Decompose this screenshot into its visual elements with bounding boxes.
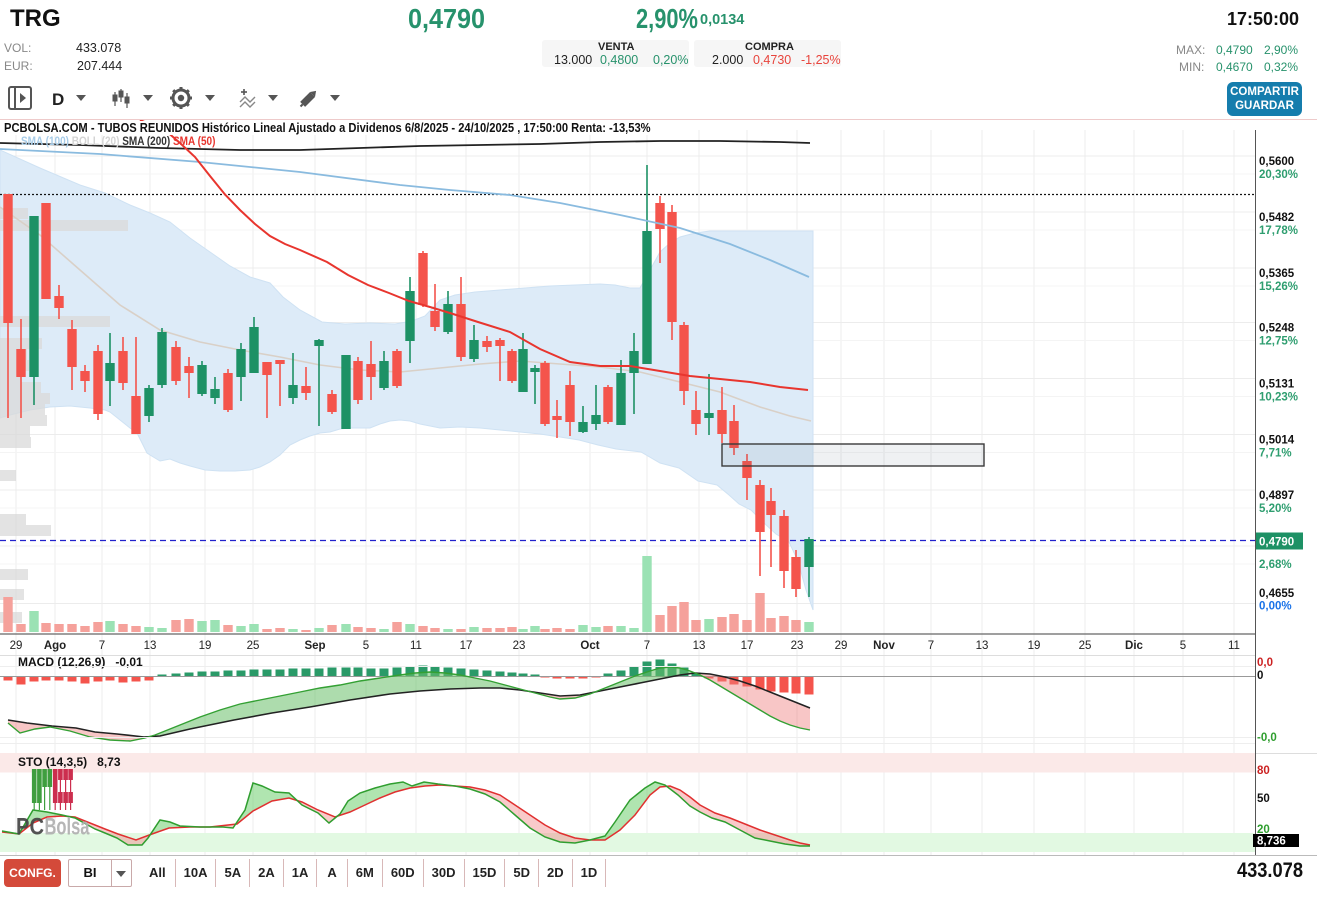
svg-text:11: 11 bbox=[1228, 640, 1240, 652]
svg-text:50: 50 bbox=[1257, 793, 1270, 805]
svg-text:Sep: Sep bbox=[304, 640, 325, 652]
svg-text:5: 5 bbox=[363, 640, 369, 652]
svg-text:MACD (12,26,9) -0,01: MACD (12,26,9) -0,01 bbox=[18, 655, 143, 669]
svg-text:0,5014: 0,5014 bbox=[1259, 434, 1295, 446]
svg-text:D: D bbox=[52, 90, 64, 109]
svg-text:20: 20 bbox=[1257, 824, 1270, 836]
svg-text:29: 29 bbox=[835, 640, 848, 652]
svg-text:20,30%: 20,30% bbox=[1259, 169, 1298, 181]
svg-text:Ago: Ago bbox=[44, 640, 66, 652]
svg-text:25: 25 bbox=[1079, 640, 1092, 652]
svg-text:0,5365: 0,5365 bbox=[1259, 268, 1295, 280]
svg-text:8,736: 8,736 bbox=[1257, 836, 1286, 848]
svg-text:5: 5 bbox=[1180, 640, 1186, 652]
svg-text:0,4897: 0,4897 bbox=[1259, 490, 1294, 502]
svg-text:25: 25 bbox=[247, 640, 260, 652]
svg-text:12,75%: 12,75% bbox=[1259, 336, 1298, 348]
svg-text:17,78%: 17,78% bbox=[1259, 225, 1298, 237]
svg-text:19: 19 bbox=[199, 640, 212, 652]
svg-text:PC: PC bbox=[16, 814, 44, 841]
svg-text:0,0: 0,0 bbox=[1257, 657, 1273, 669]
svg-text:0,5600: 0,5600 bbox=[1259, 156, 1294, 168]
svg-text:13: 13 bbox=[693, 640, 706, 652]
svg-text:23: 23 bbox=[791, 640, 804, 652]
svg-text:19: 19 bbox=[1028, 640, 1041, 652]
svg-text:0,5248: 0,5248 bbox=[1259, 322, 1295, 334]
svg-text:2,68%: 2,68% bbox=[1259, 559, 1292, 571]
svg-text:7,71%: 7,71% bbox=[1259, 448, 1292, 460]
svg-text:23: 23 bbox=[513, 640, 526, 652]
svg-text:0,5482: 0,5482 bbox=[1259, 212, 1294, 224]
svg-text:17: 17 bbox=[460, 640, 473, 652]
svg-text:0,00%: 0,00% bbox=[1259, 601, 1292, 613]
svg-text:13: 13 bbox=[976, 640, 989, 652]
svg-text:17: 17 bbox=[741, 640, 754, 652]
svg-text:5,20%: 5,20% bbox=[1259, 503, 1292, 515]
svg-text:0,4655: 0,4655 bbox=[1259, 588, 1295, 600]
svg-text:29: 29 bbox=[10, 640, 23, 652]
svg-text:Oct: Oct bbox=[580, 640, 599, 652]
svg-text:STO (14,3,5) 8,73: STO (14,3,5) 8,73 bbox=[18, 755, 121, 769]
svg-text:Dic: Dic bbox=[1125, 640, 1144, 652]
svg-text:80: 80 bbox=[1257, 765, 1270, 777]
svg-text:7: 7 bbox=[99, 640, 105, 652]
svg-text:0: 0 bbox=[1257, 670, 1263, 682]
svg-text:11: 11 bbox=[410, 640, 422, 652]
svg-text:15,26%: 15,26% bbox=[1259, 281, 1298, 293]
svg-text:Nov: Nov bbox=[873, 640, 895, 652]
svg-text:0,4790: 0,4790 bbox=[1259, 537, 1294, 549]
svg-text:10,23%: 10,23% bbox=[1259, 392, 1298, 404]
svg-text:0,5131: 0,5131 bbox=[1259, 378, 1295, 390]
svg-text:7: 7 bbox=[928, 640, 934, 652]
svg-text:13: 13 bbox=[144, 640, 157, 652]
svg-text:-0,0: -0,0 bbox=[1257, 732, 1277, 744]
svg-text:7: 7 bbox=[644, 640, 650, 652]
svg-text:Bolsa: Bolsa bbox=[45, 814, 90, 841]
